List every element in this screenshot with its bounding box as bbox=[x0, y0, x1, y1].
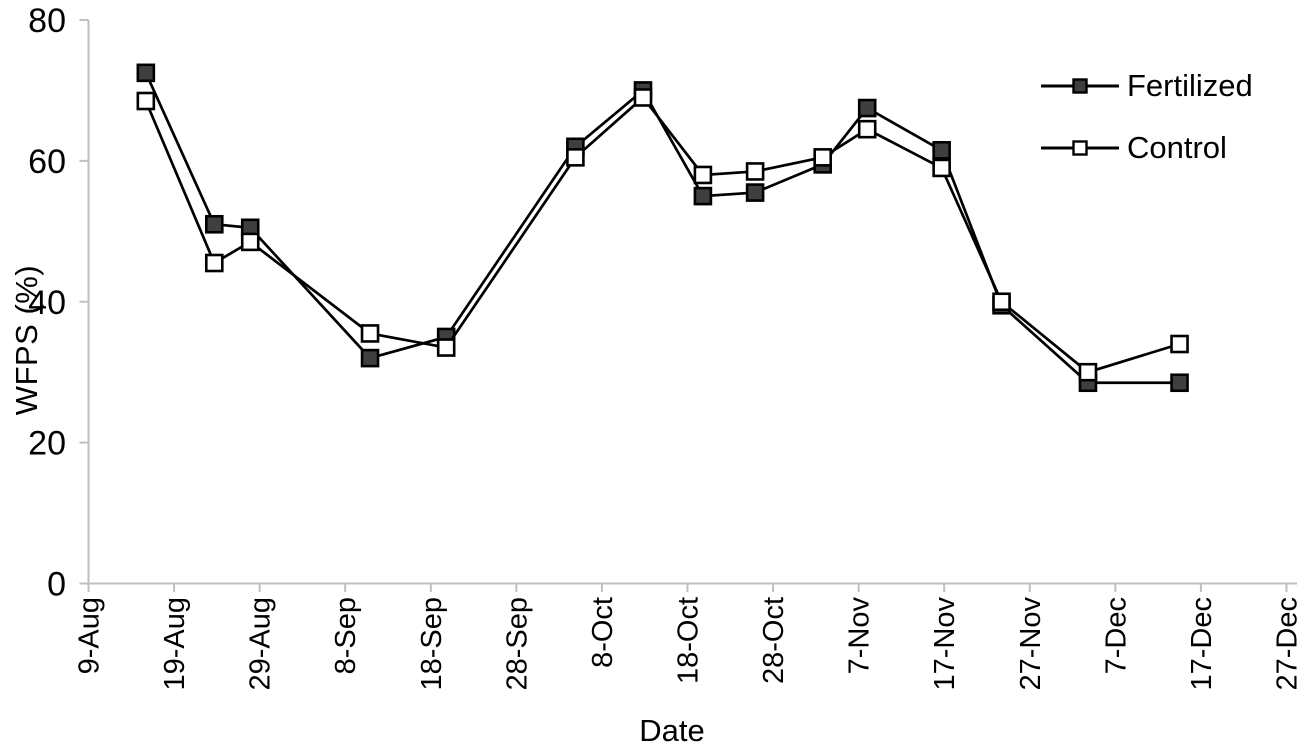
x-tick-label: 18-Sep bbox=[416, 597, 448, 691]
data-point-control bbox=[633, 88, 653, 107]
data-point-fertilized bbox=[693, 186, 713, 206]
data-point-control bbox=[813, 148, 833, 167]
y-tick-label: 80 bbox=[28, 2, 66, 40]
x-tick-label: 27-Dec bbox=[1272, 597, 1299, 691]
data-point-control bbox=[857, 119, 877, 139]
data-point-fertilized bbox=[204, 214, 224, 234]
x-tick-label: 19-Aug bbox=[159, 597, 191, 691]
legend-item-control: Control bbox=[1041, 128, 1253, 168]
x-axis-title: Date bbox=[639, 713, 705, 748]
x-tick-label: 7-Dec bbox=[1100, 597, 1132, 674]
x-tick-label: 28-Oct bbox=[758, 597, 790, 684]
legend-label-fertilized: Fertilized bbox=[1127, 68, 1253, 103]
data-point-control bbox=[932, 158, 951, 178]
x-tick-label: 18-Oct bbox=[673, 597, 705, 684]
x-tick-label: 8-Oct bbox=[587, 597, 619, 668]
legend-label-control: Control bbox=[1127, 130, 1227, 165]
legend-item-fertilized: Fertilized bbox=[1041, 66, 1253, 106]
y-tick-label: 0 bbox=[47, 566, 66, 604]
data-point-control bbox=[136, 91, 156, 111]
data-point-control bbox=[240, 232, 260, 252]
data-point-control bbox=[566, 148, 585, 167]
series-line-fertilized bbox=[144, 72, 1180, 385]
y-tick-label: 60 bbox=[28, 143, 66, 181]
data-point-fertilized bbox=[360, 348, 380, 368]
data-point-control bbox=[745, 162, 765, 181]
fertilized-series-marker-icon bbox=[1041, 78, 1119, 94]
data-point-control bbox=[992, 292, 1011, 312]
x-tick-label: 17-Nov bbox=[929, 597, 961, 691]
data-point-fertilized bbox=[932, 141, 951, 160]
x-tick-label: 27-Nov bbox=[1015, 597, 1047, 691]
x-tick-label: 28-Sep bbox=[501, 597, 533, 691]
legend: Fertilized Control bbox=[1041, 66, 1253, 168]
series-line-control bbox=[144, 95, 1180, 374]
data-point-fertilized bbox=[857, 98, 877, 118]
y-tick-label: 20 bbox=[28, 425, 66, 463]
data-point-control bbox=[1078, 362, 1098, 382]
data-point-control bbox=[360, 324, 380, 343]
data-point-control bbox=[1170, 334, 1189, 354]
data-point-control bbox=[436, 338, 456, 357]
control-series-marker-icon bbox=[1041, 140, 1119, 156]
x-tick-label: 9-Aug bbox=[74, 597, 106, 674]
data-point-control bbox=[693, 165, 713, 185]
data-point-fertilized bbox=[1170, 373, 1189, 393]
x-tick-label: 17-Dec bbox=[1186, 597, 1218, 691]
data-point-fertilized bbox=[745, 183, 765, 202]
y-axis-title: WFPS (%) bbox=[9, 264, 44, 416]
x-tick-label: 7-Nov bbox=[844, 597, 876, 675]
y-tick-label: 40 bbox=[28, 284, 66, 322]
data-point-control bbox=[204, 253, 224, 273]
x-tick-label: 8-Sep bbox=[330, 597, 362, 674]
data-point-fertilized bbox=[136, 63, 156, 83]
x-tick-label: 29-Aug bbox=[245, 597, 277, 691]
